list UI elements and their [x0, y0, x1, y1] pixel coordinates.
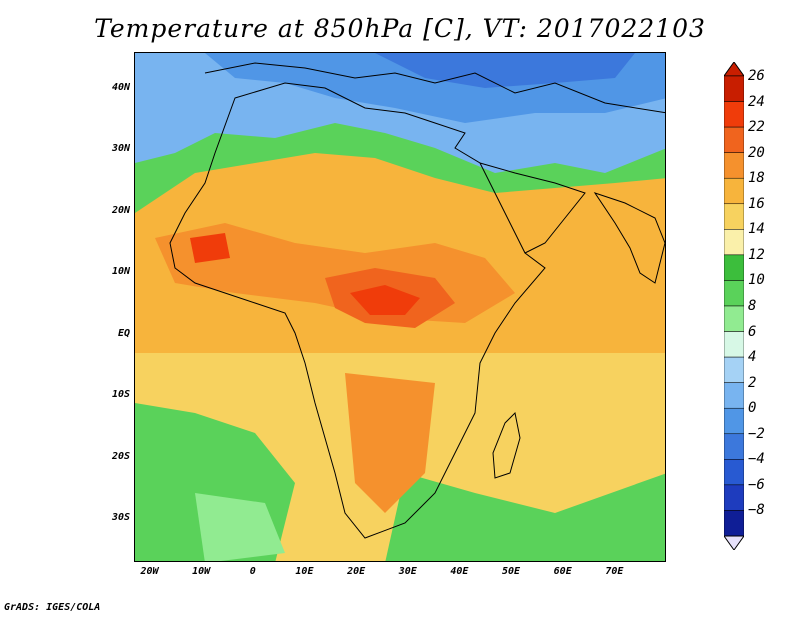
field-north-coldest: [375, 53, 635, 88]
india-coastline: [593, 192, 665, 284]
colorbar-swatch: [724, 229, 744, 256]
colorbar: [724, 62, 744, 550]
colorbar-level-label: −4: [748, 451, 765, 468]
lon-tick-label: 20W: [140, 566, 159, 577]
colorbar-level-label: 20: [748, 144, 765, 161]
colorbar-level-label: 6: [748, 323, 757, 340]
map-title: Temperature at 850hPa [C], VT: 201702210…: [94, 14, 706, 43]
colorbar-swatch: [724, 356, 744, 383]
colorbar-swatch: [724, 152, 744, 179]
colorbar-level-label: 8: [748, 298, 757, 314]
colorbar-level-label: −6: [748, 476, 765, 493]
temperature-map: [135, 53, 665, 561]
field-south-pale: [195, 493, 285, 561]
colorbar-swatch: [724, 101, 744, 128]
lon-tick-label: 50E: [502, 566, 521, 577]
lon-tick-label: 30E: [398, 566, 417, 577]
lon-tick-label: 0: [249, 566, 256, 577]
colorbar-swatch: [724, 177, 744, 205]
colorbar-level-label: 22: [748, 119, 765, 136]
colorbar-swatch: [724, 484, 744, 511]
lon-tick-label: 10E: [295, 566, 314, 577]
lat-tick-label: EQ: [117, 327, 130, 339]
colorbar-swatch: [724, 254, 744, 281]
colorbar-level-label: 12: [748, 246, 765, 263]
lat-tick-label: 20S: [111, 450, 130, 462]
field-core-hottest: [350, 285, 420, 315]
colorbar-level-label: 4: [748, 349, 757, 366]
lat-tick-label: 30N: [111, 143, 130, 155]
madagascar-coastline: [492, 411, 521, 479]
colorbar-swatch: [724, 126, 744, 153]
lon-tick-label: 70E: [605, 566, 624, 577]
footer-credit: GrADS: IGES/COLA: [4, 602, 101, 613]
colorbar-level-label: 10: [748, 272, 765, 289]
colorbar-swatch: [724, 203, 744, 230]
colorbar-level-label: 18: [748, 170, 765, 187]
colorbar-above-arrow: [724, 62, 744, 77]
colorbar-swatch: [724, 305, 744, 332]
arabia-coastline: [479, 162, 586, 254]
lon-tick-label: 40E: [450, 566, 469, 577]
europe-coastline: [204, 62, 665, 114]
colorbar-level-label: −8: [748, 502, 765, 519]
lat-tick-label: 10S: [111, 389, 130, 401]
field-south-green-2: [385, 473, 665, 561]
africa-coastline: [169, 82, 546, 539]
colorbar-swatch: [724, 407, 744, 435]
colorbar-level-label: 14: [748, 221, 765, 238]
colorbar-swatch: [724, 459, 744, 486]
colorbar-swatch: [724, 75, 744, 102]
colorbar-swatch: [724, 510, 744, 537]
lat-tick-label: 20N: [111, 204, 130, 216]
field-west-hot: [190, 233, 230, 263]
colorbar-level-label: 24: [748, 93, 765, 110]
colorbar-swatch: [724, 280, 744, 307]
lon-tick-label: 20E: [347, 566, 366, 577]
lat-tick-label: 40N: [111, 81, 130, 93]
lat-tick-label: 30S: [111, 511, 130, 523]
colorbar-level-label: 26: [748, 68, 765, 84]
colorbar-level-label: 2: [748, 374, 757, 391]
map-panel: [134, 52, 666, 562]
lat-tick-label: 10N: [111, 266, 130, 278]
colorbar-swatch: [724, 382, 744, 409]
colorbar-level-label: −2: [748, 425, 765, 442]
colorbar-below-arrow: [724, 535, 744, 550]
colorbar-swatch: [724, 433, 744, 460]
colorbar-level-label: 0: [748, 400, 757, 417]
colorbar-level-label: 16: [748, 195, 765, 212]
lon-tick-label: 10W: [192, 566, 211, 577]
lon-tick-label: 60E: [553, 566, 572, 577]
colorbar-swatch: [724, 331, 744, 358]
field-south-africa: [345, 373, 435, 513]
